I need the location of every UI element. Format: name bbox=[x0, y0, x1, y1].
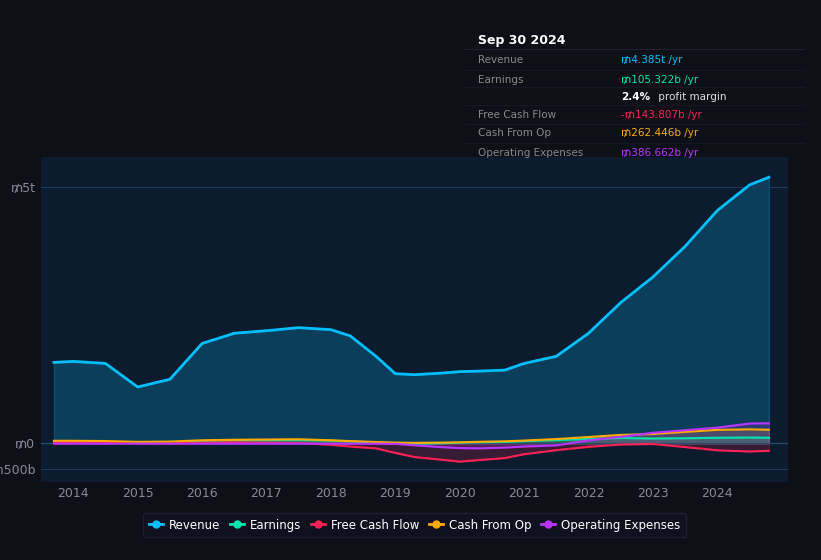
Legend: Revenue, Earnings, Free Cash Flow, Cash From Op, Operating Expenses: Revenue, Earnings, Free Cash Flow, Cash … bbox=[143, 512, 686, 538]
Text: -₥143.807b /yr: -₥143.807b /yr bbox=[621, 110, 702, 120]
Text: Sep 30 2024: Sep 30 2024 bbox=[479, 34, 566, 46]
Text: ₥4.385t /yr: ₥4.385t /yr bbox=[621, 55, 683, 65]
Text: Revenue: Revenue bbox=[479, 55, 524, 65]
Text: Free Cash Flow: Free Cash Flow bbox=[479, 110, 557, 120]
Text: 2.4%: 2.4% bbox=[621, 92, 650, 101]
Text: profit margin: profit margin bbox=[655, 92, 727, 101]
Text: Cash From Op: Cash From Op bbox=[479, 128, 552, 138]
Text: ₥105.322b /yr: ₥105.322b /yr bbox=[621, 75, 699, 85]
Text: Operating Expenses: Operating Expenses bbox=[479, 148, 584, 158]
Text: ₥262.446b /yr: ₥262.446b /yr bbox=[621, 128, 699, 138]
Text: ₥386.662b /yr: ₥386.662b /yr bbox=[621, 148, 699, 158]
Text: Earnings: Earnings bbox=[479, 75, 524, 85]
